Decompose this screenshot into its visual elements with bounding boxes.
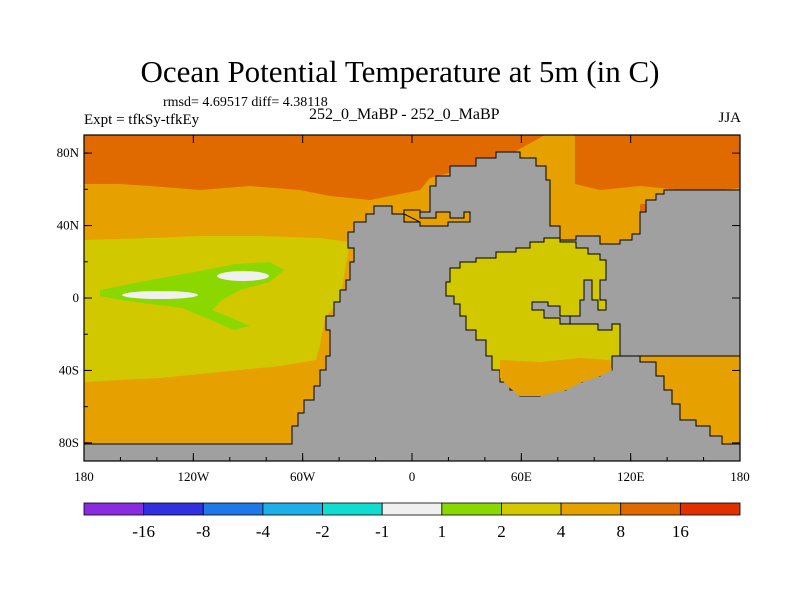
field-2-4-west bbox=[84, 236, 350, 382]
field-4-8-south-basin bbox=[500, 358, 612, 396]
center-label: 252_0_MaBP - 252_0_MaBP bbox=[309, 106, 500, 123]
colorbar-label-6: 2 bbox=[497, 522, 506, 541]
colorbar-label-5: 1 bbox=[438, 522, 447, 541]
chart-title: Ocean Potential Temperature at 5m (in C) bbox=[140, 54, 660, 89]
colorbar-box-8 bbox=[560, 502, 622, 516]
stats-text: rmsd= 4.69517 diff= 4.38118 bbox=[163, 95, 328, 110]
x-tick-label-0: 180 bbox=[74, 469, 94, 484]
x-tick-label-2: 60W bbox=[290, 469, 316, 484]
map-frame bbox=[83, 134, 741, 462]
land-peninsula bbox=[531, 301, 571, 325]
colorbar-box-2 bbox=[202, 502, 264, 516]
y-tick-label-0: 80N bbox=[57, 145, 80, 160]
field-8-16-north bbox=[84, 135, 740, 200]
y-tick-label-3: 40S bbox=[59, 362, 79, 377]
colorbar-box-10 bbox=[679, 502, 741, 516]
colorbar-box-4 bbox=[322, 502, 383, 516]
colorbar-label-9: 16 bbox=[672, 522, 689, 541]
y-tick-label-2: 0 bbox=[73, 290, 80, 305]
colorbar-label-0: -16 bbox=[132, 522, 155, 541]
tick-labels: 180 120W 60W 0 60E 120E 180 80N 40N 0 40S 80S bbox=[57, 145, 750, 484]
field-tethys-gulf bbox=[445, 237, 621, 397]
colorbar bbox=[83, 502, 741, 516]
colorbar-label-2: -4 bbox=[256, 522, 271, 541]
x-tick-label-4: 60E bbox=[511, 469, 532, 484]
colorbar-box-5 bbox=[381, 502, 443, 516]
x-tick-label-1: 120W bbox=[177, 469, 210, 484]
colorbar-labels: -16 -8 -4 -2 -1 1 2 4 8 16 bbox=[132, 522, 689, 541]
colorbar-box-9 bbox=[620, 502, 681, 516]
y-tick-label-4: 80S bbox=[59, 435, 79, 450]
field-4-8-southeast bbox=[620, 355, 741, 445]
x-tick-label-5: 120E bbox=[617, 469, 645, 484]
x-tick-label-6: 180 bbox=[730, 469, 750, 484]
colorbar-label-3: -2 bbox=[315, 522, 329, 541]
y-tick-label-1: 40N bbox=[57, 218, 80, 233]
colorbar-box-7 bbox=[501, 502, 562, 516]
colorbar-label-4: -1 bbox=[375, 522, 389, 541]
colorbar-box-1 bbox=[143, 502, 204, 516]
colorbar-label-7: 4 bbox=[557, 522, 566, 541]
colorbar-box-3 bbox=[262, 502, 323, 516]
colorbar-label-1: -8 bbox=[196, 522, 210, 541]
colorbar-label-8: 8 bbox=[616, 522, 625, 541]
colorbar-box-0 bbox=[83, 502, 145, 516]
season-label: JJA bbox=[718, 110, 741, 126]
field-4-8-northeast-sea bbox=[403, 209, 471, 227]
experiment-label: Expt = tfkSy-tfkEy bbox=[84, 112, 200, 128]
field-near-zero-2 bbox=[217, 271, 269, 281]
colorbar-box-6 bbox=[441, 502, 502, 516]
field-near-zero-1 bbox=[122, 291, 198, 299]
x-tick-label-3: 0 bbox=[409, 469, 416, 484]
